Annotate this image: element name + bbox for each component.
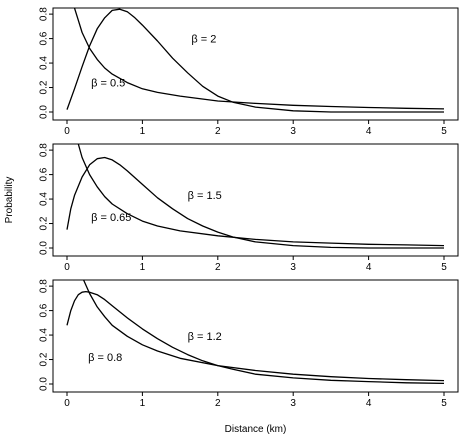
x-tick-label: 3: [290, 398, 296, 409]
y-tick-label: 0.6: [39, 303, 50, 317]
curve-label-2: β = 0.8: [88, 352, 122, 364]
x-axis-label: Distance (km): [225, 424, 287, 435]
curve-label-1: β = 1.2: [188, 331, 222, 343]
x-tick-label: 1: [140, 398, 146, 409]
panel-3: 0.0 0.2 0.4 0.6 0.8 0 1 2 3 4 5 β = 1.2 β = 0.8 Dista…: [39, 279, 459, 435]
panel-frame: [52, 279, 459, 393]
x-tick-label: 4: [366, 398, 372, 409]
x-tick-label: 0: [64, 126, 70, 137]
panel-frame: [52, 143, 459, 257]
y-tick-label: 0.4: [39, 328, 50, 342]
y-tick-label: 0.4: [39, 56, 50, 70]
y-tick-label: 0.4: [39, 192, 50, 206]
y-axis-label: Probability: [4, 177, 15, 224]
x-tick-label: 4: [366, 262, 372, 273]
curve-label-1: β = 1.5: [188, 190, 222, 202]
y-tick-label: 0.8: [39, 279, 50, 293]
x-tick-label: 1: [140, 262, 146, 273]
y-tick-label: 0.8: [39, 7, 50, 21]
x-tick-label: 0: [64, 262, 70, 273]
series-line-2: [73, 8, 445, 110]
y-tick-label: 0.0: [39, 241, 50, 255]
panel-1: 0.0 0.2 0.4 0.6 0.8 0 1 2 3 4 5 β = 2 β = 0.5: [39, 7, 459, 137]
x-tick-label: 5: [441, 262, 447, 273]
x-tick-label: 2: [215, 126, 221, 137]
curve-label-1: β = 2: [191, 33, 216, 45]
series-line-2: [83, 280, 445, 382]
x-tick-label: 3: [290, 126, 296, 137]
y-tick-label: 0.2: [39, 352, 50, 366]
series-line-1: [66, 8, 444, 113]
x-tick-label: 0: [64, 398, 70, 409]
y-tick-label: 0.0: [39, 377, 50, 391]
x-tick-label: 1: [140, 126, 146, 137]
x-tick-label: 5: [441, 398, 447, 409]
panel-frame: [52, 7, 459, 121]
curve-label-2: β = 0.5: [91, 77, 125, 89]
x-tick-label: 2: [215, 398, 221, 409]
x-tick-label: 2: [215, 262, 221, 273]
y-tick-label: 0.6: [39, 167, 50, 181]
series-line-1: [66, 156, 444, 249]
y-tick-label: 0.2: [39, 80, 50, 94]
y-tick-label: 0.8: [39, 143, 50, 157]
series-line-1: [66, 290, 445, 385]
curve-label-2: β = 0.65: [91, 212, 131, 224]
x-tick-label: 5: [441, 126, 447, 137]
panel-2: 0.0 0.2 0.4 0.6 0.8 0 1 2 3 4 5 β = 1.5 β = 0.65 Prob…: [4, 143, 459, 273]
x-tick-label: 4: [366, 126, 372, 137]
y-tick-label: 0.6: [39, 31, 50, 45]
x-tick-label: 3: [290, 262, 296, 273]
series-line-2: [77, 144, 445, 247]
y-tick-label: 0.0: [39, 105, 50, 119]
y-tick-label: 0.2: [39, 216, 50, 230]
